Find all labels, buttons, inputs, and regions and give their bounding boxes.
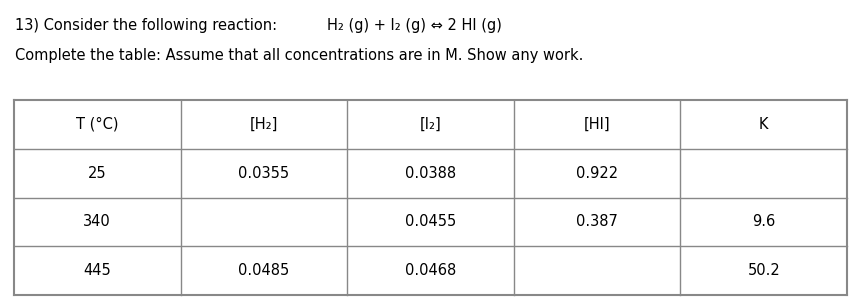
Text: 13) Consider the following reaction:: 13) Consider the following reaction: [15,18,277,33]
Text: 0.0485: 0.0485 [238,263,289,278]
Text: 0.0455: 0.0455 [405,215,456,229]
Text: Complete the table: Assume that all concentrations are in M. Show any work.: Complete the table: Assume that all conc… [15,48,584,63]
Text: 9.6: 9.6 [752,215,775,229]
Text: 0.0355: 0.0355 [238,166,289,181]
Text: [H₂]: [H₂] [250,117,278,132]
Text: 0.0388: 0.0388 [405,166,456,181]
Text: [HI]: [HI] [584,117,610,132]
Text: 0.0468: 0.0468 [405,263,456,278]
Text: 445: 445 [84,263,111,278]
Text: K: K [759,117,769,132]
Text: T (°C): T (°C) [76,117,119,132]
Text: 0.922: 0.922 [576,166,618,181]
Text: 340: 340 [84,215,111,229]
Text: H₂ (g) + I₂ (g) ⇔ 2 HI (g): H₂ (g) + I₂ (g) ⇔ 2 HI (g) [327,18,502,33]
Text: [I₂]: [I₂] [419,117,442,132]
Text: 25: 25 [88,166,107,181]
Text: 50.2: 50.2 [747,263,780,278]
Text: 0.387: 0.387 [576,215,618,229]
